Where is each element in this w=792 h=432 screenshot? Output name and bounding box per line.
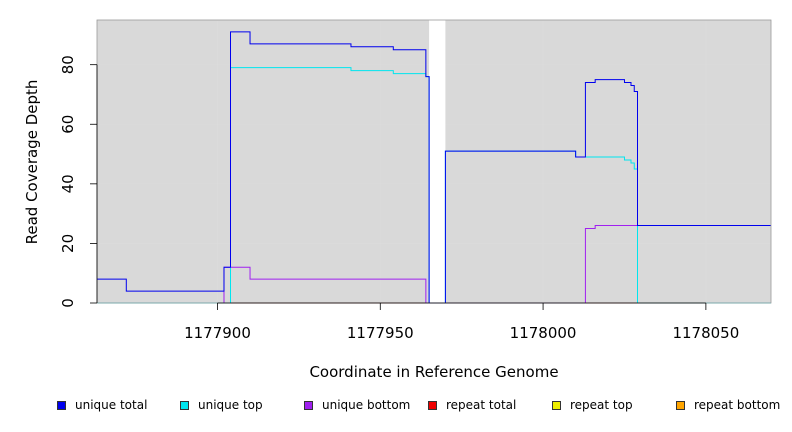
legend-item: unique total (57, 398, 147, 412)
legend-swatch (428, 400, 437, 410)
legend-label: unique top (198, 398, 263, 412)
legend-item: repeat total (428, 398, 516, 412)
legend-swatch (57, 400, 66, 410)
legend-swatch (552, 400, 561, 410)
legend: unique total unique top unique bottom repea… (0, 398, 792, 420)
legend-label: repeat total (446, 398, 517, 412)
legend-item: repeat top (552, 398, 633, 412)
x-tick-label: 1178050 (672, 324, 739, 342)
y-tick-label: 20 (59, 234, 77, 253)
legend-swatch (676, 400, 685, 410)
y-tick-label: 60 (59, 115, 77, 134)
y-tick-label: 0 (59, 298, 77, 308)
x-axis: 1177900 1177950 1178000 1178050 (184, 302, 739, 342)
y-axis: 0 20 40 60 80 (59, 55, 98, 308)
legend-swatch (180, 400, 189, 410)
x-tick-label: 1177950 (347, 324, 414, 342)
legend-swatch (304, 400, 313, 410)
legend-label: unique bottom (322, 398, 411, 412)
legend-label: repeat top (570, 398, 633, 412)
x-axis-title: Coordinate in Reference Genome (309, 363, 558, 381)
y-tick-label: 80 (59, 55, 77, 74)
y-tick-label: 40 (59, 174, 77, 193)
x-tick-label: 1177900 (184, 324, 251, 342)
legend-label: unique total (75, 398, 148, 412)
legend-item: repeat bottom (676, 398, 780, 412)
legend-item: unique top (180, 398, 263, 412)
gap-region (429, 20, 446, 303)
legend-item: unique bottom (304, 398, 410, 412)
y-axis-title: Read Coverage Depth (23, 80, 41, 245)
legend-label: repeat bottom (694, 398, 781, 412)
x-tick-label: 1178000 (510, 324, 577, 342)
